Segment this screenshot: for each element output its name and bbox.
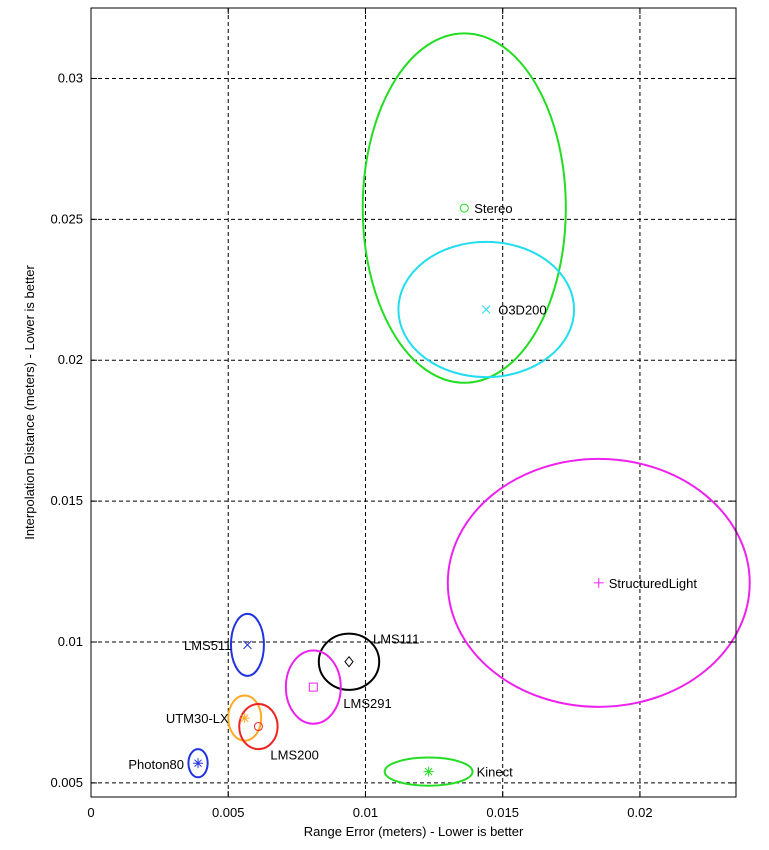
- label-structuredlight: StructuredLight: [609, 576, 698, 591]
- ellipse-stereo: [361, 32, 567, 384]
- marker-lms200: [253, 722, 263, 732]
- marker-o3d200: [481, 305, 491, 314]
- y-tick-label: 0.01: [58, 634, 83, 649]
- marker-circle: [253, 722, 263, 732]
- ellipse-kinect: [383, 756, 474, 787]
- x-tick-label: 0.015: [486, 805, 519, 820]
- label-lms291: LMS291: [343, 696, 391, 711]
- marker-photon80: [193, 758, 204, 769]
- x-tick-label: 0.005: [212, 805, 245, 820]
- ellipse-o3d200: [397, 240, 576, 379]
- label-o3d200: O3D200: [498, 303, 546, 318]
- marker-diamond: [344, 655, 354, 668]
- marker-lms111: [344, 655, 354, 668]
- marker-square: [308, 682, 318, 692]
- grid-layer: [91, 8, 736, 797]
- marker-stroke: [481, 305, 491, 314]
- plot-frame: [90, 7, 737, 798]
- y-axis-label: Interpolation Distance (meters) - Lower …: [22, 265, 37, 540]
- ellipse-lms111: [317, 632, 381, 691]
- marker-stroke: [194, 759, 202, 768]
- y-tick-label: 0.015: [50, 493, 83, 508]
- y-tick-label: 0.02: [58, 352, 83, 367]
- x-tick-label: 0.02: [627, 805, 652, 820]
- ellipse-layer: [187, 32, 751, 787]
- label-lms111: LMS111: [373, 632, 420, 647]
- ellipse-structuredlight: [446, 457, 751, 708]
- y-tick-label: 0.025: [50, 211, 83, 226]
- y-tick-label: 0.005: [50, 775, 83, 790]
- label-stereo: Stereo: [474, 201, 512, 216]
- x-axis-label: Range Error (meters) - Lower is better: [304, 824, 524, 839]
- marker-stroke: [240, 714, 249, 722]
- y-tick-label: 0.03: [58, 70, 83, 85]
- label-layer: Stereo O3D200 StructuredLight LMS511 LMS111 L…: [128, 201, 697, 780]
- marker-stroke: [424, 767, 433, 776]
- marker-lms291: [308, 682, 318, 692]
- marker-structuredlight: [593, 577, 604, 588]
- marker-kinect: [423, 766, 434, 777]
- x-tick-label: 0.01: [353, 805, 378, 820]
- label-lms511: LMS511: [184, 638, 231, 653]
- x-tick-label: 0: [87, 805, 94, 820]
- ellipse-lms511: [229, 612, 265, 677]
- marker-utm30-lx: [239, 713, 250, 724]
- marker-stroke: [243, 640, 252, 650]
- ellipse-utm30-lx: [227, 694, 263, 742]
- ellipse-photon80: [187, 748, 209, 779]
- ellipse-lms291: [284, 649, 342, 725]
- label-utm30-lx: UTM30-LX: [166, 711, 229, 726]
- label-kinect: Kinect: [477, 765, 514, 780]
- marker-circle: [459, 203, 469, 213]
- label-lms200: LMS200: [270, 748, 318, 763]
- marker-layer: [193, 203, 604, 777]
- tick-layer: 0 0.005 0.01 0.015 0.02 0.005 0.01 0.015 0.02 0.0…: [50, 8, 736, 820]
- label-photon80: Photon80: [128, 757, 184, 772]
- marker-lms511: [243, 640, 252, 650]
- ellipse-lms200: [238, 703, 279, 751]
- marker-stereo: [459, 203, 469, 213]
